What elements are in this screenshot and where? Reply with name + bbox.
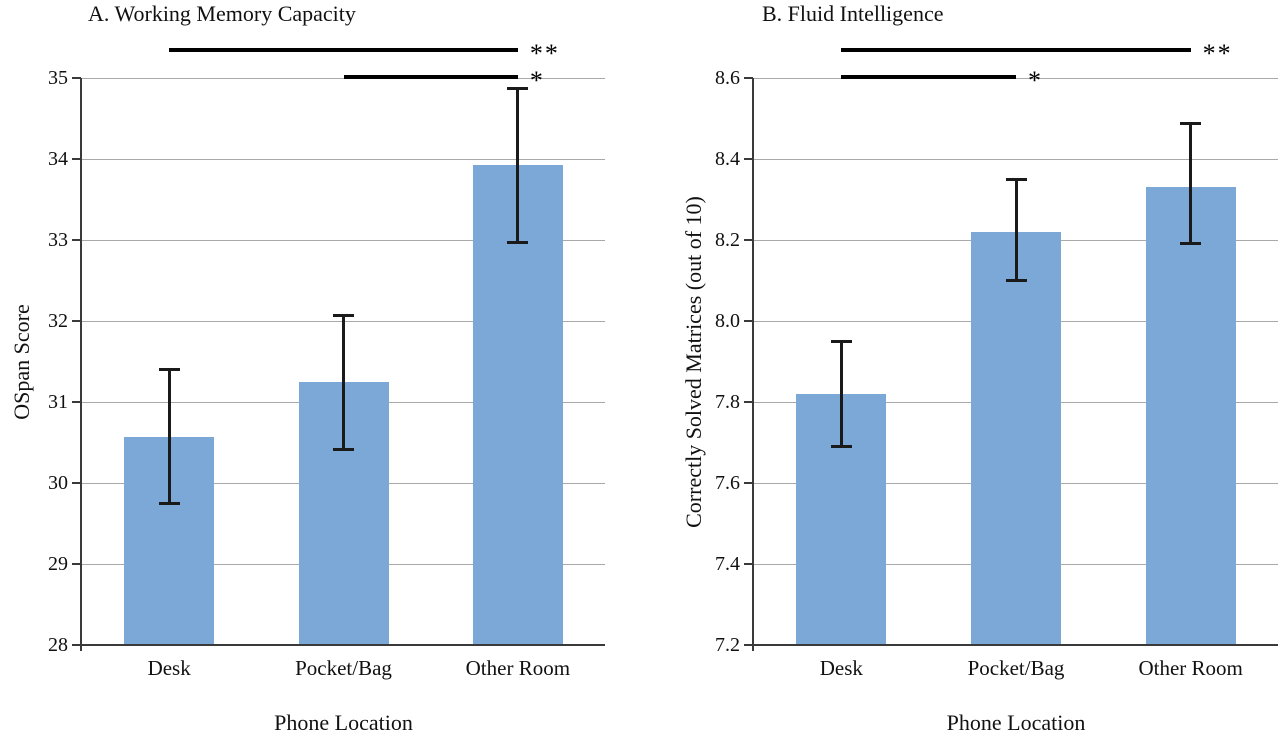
error-bar-cap-top-pocket-bag [1005, 178, 1027, 182]
category-label-other-room: Other Room [465, 656, 571, 680]
y-axis-tick [744, 644, 753, 646]
y-axis-tick [744, 563, 753, 565]
y-tick-label: 34 [48, 148, 68, 170]
y-tick-label: 7.8 [715, 391, 740, 413]
y-tick-label: 33 [48, 229, 68, 251]
y-tick-label: 7.4 [715, 553, 740, 575]
y-tick-label: 32 [48, 310, 68, 332]
panel-a-title: A. Working Memory Capacity [88, 1, 356, 26]
y-tick-label: 8.0 [715, 310, 740, 332]
error-bar-cap-bottom-other-room [1180, 242, 1202, 246]
significance-line-1 [841, 75, 1016, 79]
y-axis-tick [72, 482, 81, 484]
y-axis-tick [744, 401, 753, 403]
error-bar-line-other-room [516, 87, 520, 244]
bar-other-room [472, 165, 563, 644]
error-bar-cap-top-desk [158, 367, 180, 371]
category-label-desk: Desk [819, 656, 863, 680]
panel-a-x-axis-label: Phone Location [274, 710, 413, 735]
y-axis-tick [744, 320, 753, 322]
error-bar-line-pocket-bag [342, 315, 345, 450]
significance-line-0 [169, 48, 518, 52]
bar-pocket-bag [971, 231, 1061, 644]
gridline [754, 77, 1278, 79]
significance-label-1: * [1028, 66, 1043, 95]
y-axis-tick [744, 482, 753, 484]
y-tick-label: 28 [48, 634, 68, 656]
gridline [754, 158, 1278, 160]
y-axis-tick [72, 563, 81, 565]
category-label-pocket-bag: Pocket/Bag [295, 656, 392, 680]
y-axis-tick [744, 158, 753, 160]
y-axis-tick [72, 158, 81, 160]
y-axis-line [80, 78, 82, 651]
bar-other-room [1145, 187, 1236, 644]
error-bar-cap-top-desk [830, 340, 852, 344]
x-axis-line [80, 644, 605, 646]
category-label-pocket-bag: Pocket/Bag [967, 656, 1065, 680]
error-bar-line-pocket-bag [1014, 179, 1018, 281]
panel-b-x-axis-label: Phone Location [946, 710, 1086, 735]
gridline [82, 239, 605, 241]
y-axis-tick [744, 239, 753, 241]
error-bar-cap-top-other-room [507, 86, 529, 90]
y-axis-tick [72, 644, 81, 646]
panel-b-title: B. Fluid Intelligence [762, 1, 944, 26]
error-bar-cap-top-pocket-bag [333, 314, 354, 318]
y-tick-label: 8.6 [715, 67, 740, 89]
y-tick-label: 29 [48, 553, 68, 575]
error-bar-line-desk [839, 341, 843, 447]
x-axis-line [752, 644, 1278, 646]
significance-line-1 [343, 75, 518, 79]
error-bar-cap-bottom-desk [830, 444, 852, 448]
y-axis-tick [72, 239, 81, 241]
y-tick-label: 7.6 [715, 472, 740, 494]
significance-label-1: * [529, 66, 545, 95]
y-tick-label: 35 [48, 67, 68, 89]
error-bar-cap-bottom-desk [158, 502, 180, 506]
y-axis-tick [72, 77, 81, 79]
error-bar-cap-bottom-other-room [507, 241, 529, 245]
error-bar-line-other-room [1189, 122, 1193, 245]
y-tick-label: 30 [48, 472, 68, 494]
significance-label-0: ** [529, 39, 560, 68]
y-tick-label: 8.4 [715, 148, 740, 170]
error-bar-cap-bottom-pocket-bag [1005, 278, 1027, 282]
y-axis-tick [72, 401, 81, 403]
y-axis-line [752, 78, 754, 651]
error-bar-cap-bottom-pocket-bag [333, 447, 354, 451]
gridline [82, 158, 605, 160]
category-label-desk: Desk [147, 656, 191, 680]
y-axis-tick [72, 320, 81, 322]
y-tick-label: 31 [48, 391, 68, 413]
category-label-other-room: Other Room [1138, 656, 1243, 680]
error-bar-cap-top-other-room [1180, 121, 1202, 125]
y-tick-label: 8.2 [715, 229, 740, 251]
y-axis-tick [744, 77, 753, 79]
error-bar-line-desk [167, 368, 171, 505]
y-tick-label: 7.2 [715, 634, 740, 656]
significance-label-0: ** [1202, 39, 1233, 68]
significance-line-0 [841, 48, 1191, 52]
